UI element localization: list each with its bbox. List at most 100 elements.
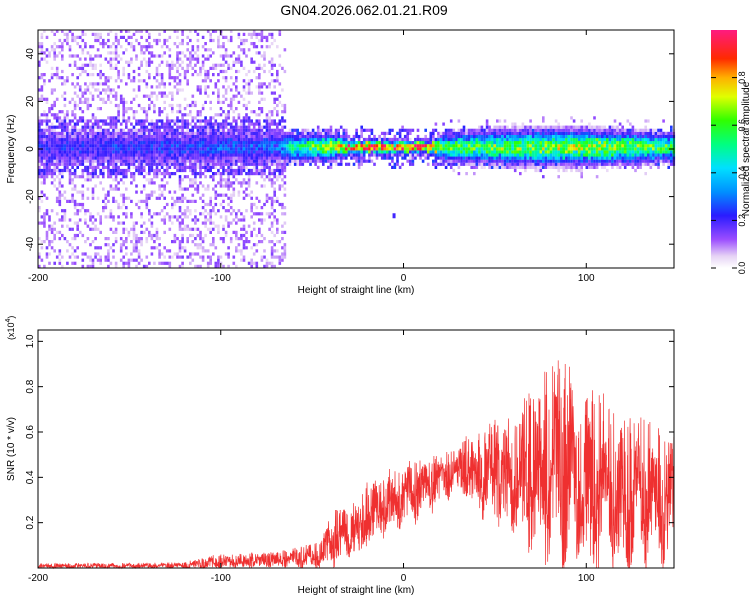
heatmap-cell	[63, 237, 67, 241]
heatmap-cell	[155, 54, 159, 58]
heatmap-cell	[593, 137, 596, 142]
heatmap-cell	[140, 119, 143, 123]
heatmap-cell	[176, 29, 179, 33]
heatmap-cell	[191, 144, 195, 148]
heatmap-cell	[583, 159, 586, 163]
heatmap-cell	[125, 156, 128, 160]
heatmap-cell	[176, 119, 179, 123]
heatmap-cell	[137, 150, 141, 154]
heatmap-cell	[38, 150, 41, 154]
heatmap-cell	[132, 237, 136, 241]
heatmap-cell	[552, 137, 555, 142]
heatmap-cell	[411, 144, 415, 148]
heatmap-cell	[516, 144, 520, 148]
heatmap-cell	[593, 150, 596, 154]
heatmap-cell	[542, 144, 545, 148]
heatmap-cell	[84, 122, 87, 126]
heatmap-cell	[194, 221, 197, 225]
heatmap-cell	[365, 150, 369, 154]
heatmap-cell	[194, 168, 197, 173]
heatmap-cell	[119, 128, 123, 132]
heatmap-cell	[240, 125, 243, 129]
heatmap-cell	[99, 221, 102, 225]
heatmap-cell	[577, 141, 581, 145]
heatmap-cell	[383, 147, 386, 151]
heatmap-cell	[66, 32, 69, 36]
heatmap-cell	[278, 255, 282, 259]
heatmap-cell	[135, 168, 138, 173]
heatmap-cell	[43, 165, 46, 169]
heatmap-cell	[194, 51, 197, 55]
heatmap-cell	[61, 224, 64, 228]
heatmap-cell	[183, 122, 187, 126]
heatmap-cell	[260, 258, 264, 262]
heatmap-cell	[565, 134, 568, 139]
heatmap-cell	[534, 150, 537, 154]
heatmap-cell	[273, 209, 276, 213]
heatmap-cell	[255, 113, 259, 117]
heatmap-cell	[345, 150, 348, 154]
heatmap-cell	[276, 168, 279, 173]
heatmap-cell	[107, 199, 110, 203]
heatmap-cell	[360, 128, 363, 132]
heatmap-cell	[107, 60, 110, 64]
heatmap-cell	[554, 141, 558, 145]
heatmap-cell	[78, 230, 82, 234]
heatmap-cell	[68, 45, 72, 49]
heatmap-cell	[398, 131, 402, 135]
heatmap-cell	[268, 128, 271, 132]
heatmap-cell	[544, 128, 548, 132]
heatmap-cell	[247, 69, 251, 74]
heatmap-cell	[237, 150, 241, 154]
heatmap-cell	[227, 172, 230, 176]
heatmap-cell	[140, 63, 143, 67]
heatmap-cell	[130, 252, 133, 256]
heatmap-cell	[424, 128, 427, 132]
heatmap-cell	[255, 156, 259, 160]
heatmap-cell	[506, 134, 509, 139]
heatmap-cell	[171, 196, 174, 200]
heatmap-cell	[409, 156, 412, 160]
heatmap-cell	[91, 215, 95, 219]
heatmap-cell	[258, 156, 261, 160]
heatmap-cell	[99, 255, 102, 259]
heatmap-cell	[319, 141, 322, 145]
heatmap-cell	[595, 162, 599, 166]
heatmap-cell	[529, 141, 532, 145]
heatmap-cell	[40, 141, 44, 145]
heatmap-cell	[178, 162, 182, 166]
heatmap-cell	[222, 63, 225, 67]
heatmap-cell	[329, 131, 333, 135]
heatmap-cell	[444, 134, 448, 139]
heatmap-cell	[462, 162, 466, 166]
heatmap-cell	[475, 128, 479, 132]
heatmap-cell	[186, 141, 189, 145]
heatmap-cell	[104, 88, 108, 92]
heatmap-cell	[66, 147, 69, 151]
heatmap-cell	[206, 85, 210, 89]
heatmap-cell	[81, 156, 85, 160]
heatmap-cell	[258, 66, 261, 70]
heatmap-cell	[273, 190, 276, 194]
heatmap-cell	[393, 141, 397, 145]
heatmap-cell	[53, 221, 56, 225]
heatmap-cell	[250, 57, 253, 61]
heatmap-cell	[117, 159, 120, 163]
heatmap-cell	[352, 162, 356, 166]
heatmap-cell	[229, 193, 233, 197]
heatmap-cell	[493, 156, 496, 160]
heatmap-cell	[380, 131, 384, 135]
heatmap-cell	[258, 227, 261, 231]
heatmap-cell	[142, 110, 146, 114]
heatmap-cell	[524, 134, 527, 139]
heatmap-cell	[536, 159, 540, 163]
heatmap-cell	[186, 66, 189, 70]
heatmap-cell	[191, 137, 195, 142]
heatmap-cell	[176, 91, 179, 95]
heatmap-cell	[86, 97, 90, 101]
heatmap-cell	[45, 125, 49, 129]
heatmap-cell	[76, 156, 79, 160]
heatmap-cell	[102, 159, 105, 163]
heatmap-cell	[347, 162, 351, 166]
heatmap-cell	[252, 147, 256, 151]
